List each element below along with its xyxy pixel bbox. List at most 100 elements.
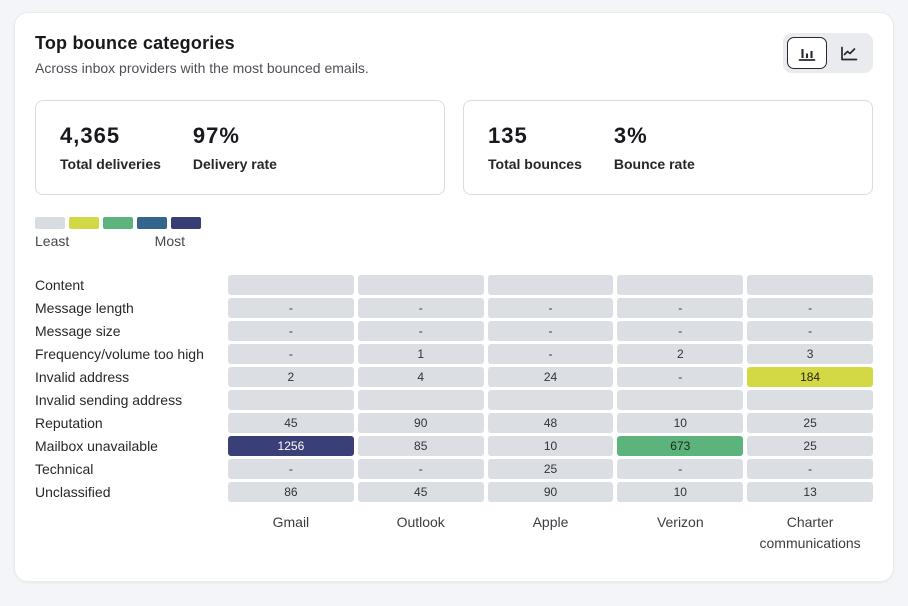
stat-block: 135 Total bounces bbox=[488, 123, 582, 172]
total-bounces-value: 135 bbox=[488, 123, 528, 148]
card-header: Top bounce categories Across inbox provi… bbox=[35, 33, 873, 76]
heatmap-cell[interactable]: 1256 bbox=[228, 436, 354, 456]
heatmap-cell[interactable]: 13 bbox=[747, 482, 873, 502]
legend-least-label: Least bbox=[35, 233, 70, 249]
legend-swatch bbox=[103, 217, 133, 229]
heatmap-row-label: Message length bbox=[35, 300, 134, 316]
heatmap-row-label: Mailbox unavailable bbox=[35, 438, 158, 454]
heatmap-grid: Content Message length - - - - - Message size - -… bbox=[35, 275, 873, 554]
heatmap-column-header: Apple bbox=[532, 514, 569, 530]
heatmap-row-label: Technical bbox=[35, 461, 94, 477]
heatmap-cell[interactable]: - bbox=[357, 321, 484, 341]
chart-view-toggle bbox=[783, 33, 873, 73]
bounce-rate-value: 3% bbox=[613, 123, 648, 148]
heatmap-column-header: Verizon bbox=[656, 514, 704, 530]
heatmap-cell[interactable]: - bbox=[617, 459, 744, 479]
heatmap-cell[interactable]: 24 bbox=[487, 367, 614, 387]
heatmap-cell[interactable]: - bbox=[747, 321, 873, 341]
heatmap-cell[interactable]: 45 bbox=[357, 482, 484, 502]
page-title: Top bounce categories bbox=[35, 33, 235, 53]
heatmap-cell[interactable]: - bbox=[487, 321, 614, 341]
legend-swatch bbox=[35, 217, 65, 229]
legend-swatch-strip bbox=[35, 217, 873, 229]
heatmap-row-label: Invalid sending address bbox=[35, 392, 183, 408]
heatmap-cell[interactable]: - bbox=[617, 321, 744, 341]
heatmap-cell[interactable] bbox=[617, 275, 744, 295]
card-header-text: Top bounce categories Across inbox provi… bbox=[35, 33, 369, 76]
heatmap-cell[interactable]: - bbox=[228, 298, 354, 318]
heatmap-column-header: Charter communications bbox=[759, 514, 861, 551]
heatmap-cell[interactable]: - bbox=[228, 321, 354, 341]
bar-chart-view-button[interactable] bbox=[787, 37, 827, 69]
heatmap-cell[interactable] bbox=[487, 275, 614, 295]
heatmap-column-header: Gmail bbox=[272, 514, 310, 530]
heatmap-cell[interactable]: - bbox=[487, 298, 614, 318]
legend-swatch bbox=[137, 217, 167, 229]
heatmap-cell[interactable]: 85 bbox=[357, 436, 484, 456]
total-deliveries-value: 4,365 bbox=[60, 123, 121, 148]
heatmap-cell[interactable]: 2 bbox=[617, 344, 744, 364]
heatmap-cell[interactable]: 2 bbox=[228, 367, 354, 387]
heatmap-cell[interactable]: - bbox=[357, 459, 484, 479]
legend-swatch bbox=[69, 217, 99, 229]
heatmap-row-label: Message size bbox=[35, 323, 121, 339]
heatmap-cell[interactable]: 90 bbox=[357, 413, 484, 433]
heatmap-cell[interactable]: 45 bbox=[228, 413, 354, 433]
heatmap-cell[interactable]: 25 bbox=[487, 459, 614, 479]
delivery-rate-value: 97% bbox=[192, 123, 240, 148]
heatmap-cell[interactable]: - bbox=[228, 344, 354, 364]
heatmap-cell[interactable]: 10 bbox=[617, 482, 744, 502]
heatmap-cell[interactable]: 10 bbox=[487, 436, 614, 456]
heatmap-cell[interactable]: 48 bbox=[487, 413, 614, 433]
heatmap-cell[interactable]: 4 bbox=[357, 367, 484, 387]
heatmap-cell[interactable] bbox=[357, 275, 484, 295]
heatmap-cell[interactable]: - bbox=[357, 298, 484, 318]
total-deliveries-label: Total deliveries bbox=[60, 156, 161, 172]
heatmap-cell[interactable]: - bbox=[747, 298, 873, 318]
heatmap-cell[interactable]: 25 bbox=[747, 413, 873, 433]
legend-swatch bbox=[171, 217, 201, 229]
stat-block: 3% Bounce rate bbox=[614, 123, 695, 172]
summary-stats-row: 4,365 Total deliveries 97% Delivery rate… bbox=[35, 100, 873, 195]
heatmap-cell[interactable] bbox=[617, 390, 744, 410]
total-bounces-label: Total bounces bbox=[488, 156, 582, 172]
heatmap-cell[interactable] bbox=[357, 390, 484, 410]
heatmap-row-label: Invalid address bbox=[35, 369, 130, 385]
heatmap-legend: Least Most bbox=[35, 217, 873, 249]
legend-labels: Least Most bbox=[35, 233, 185, 249]
heatmap-cell[interactable] bbox=[228, 275, 354, 295]
heatmap-cell[interactable] bbox=[747, 390, 873, 410]
deliveries-stat-card: 4,365 Total deliveries 97% Delivery rate bbox=[35, 100, 445, 195]
heatmap-cell[interactable]: - bbox=[617, 367, 744, 387]
heatmap-cell[interactable]: 10 bbox=[617, 413, 744, 433]
line-chart-view-button[interactable] bbox=[829, 37, 869, 69]
heatmap-cell[interactable]: 90 bbox=[487, 482, 614, 502]
page-subtitle: Across inbox providers with the most bou… bbox=[35, 60, 369, 76]
heatmap-cell[interactable]: - bbox=[617, 298, 744, 318]
bar-chart-icon bbox=[797, 45, 817, 62]
heatmap-column-header: Outlook bbox=[396, 514, 445, 530]
heatmap-cell[interactable]: 3 bbox=[747, 344, 873, 364]
heatmap-cell[interactable]: 86 bbox=[228, 482, 354, 502]
bounces-stat-card: 135 Total bounces 3% Bounce rate bbox=[463, 100, 873, 195]
heatmap-cell[interactable]: - bbox=[487, 344, 614, 364]
stat-block: 97% Delivery rate bbox=[193, 123, 277, 172]
heatmap-cell[interactable]: 1 bbox=[357, 344, 484, 364]
stat-block: 4,365 Total deliveries bbox=[60, 123, 161, 172]
heatmap-cell[interactable]: - bbox=[228, 459, 354, 479]
heatmap-cell[interactable] bbox=[487, 390, 614, 410]
heatmap-cell[interactable]: 25 bbox=[747, 436, 873, 456]
heatmap-row-label: Unclassified bbox=[35, 484, 111, 500]
delivery-rate-label: Delivery rate bbox=[192, 156, 277, 172]
heatmap-cell[interactable]: 673 bbox=[617, 436, 744, 456]
heatmap-cell[interactable]: - bbox=[747, 459, 873, 479]
heatmap-row-label: Frequency/volume too high bbox=[35, 346, 204, 362]
heatmap-cell[interactable] bbox=[228, 390, 354, 410]
bounce-categories-card: Top bounce categories Across inbox provi… bbox=[14, 12, 894, 582]
heatmap-cell[interactable]: 184 bbox=[747, 367, 873, 387]
heatmap-cell[interactable] bbox=[747, 275, 873, 295]
legend-most-label: Most bbox=[154, 233, 185, 249]
line-chart-icon bbox=[839, 45, 859, 62]
heatmap-row-label: Content bbox=[35, 277, 85, 293]
bounce-rate-label: Bounce rate bbox=[613, 156, 695, 172]
